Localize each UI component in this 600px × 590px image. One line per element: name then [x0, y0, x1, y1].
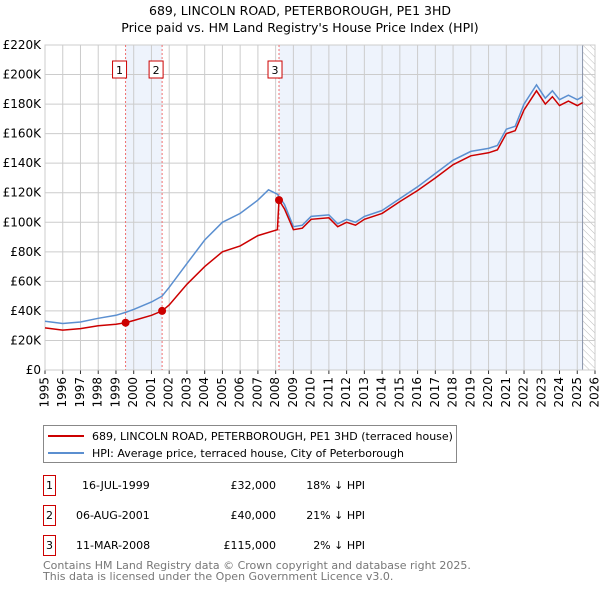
property-price-line — [44, 89, 583, 331]
sale-label: 3 — [272, 64, 279, 77]
x-tick-label: 2016 — [410, 377, 424, 408]
x-tick-label: 2002 — [162, 377, 176, 408]
x-tick-label: 2006 — [233, 377, 247, 408]
y-tick-label: £140K — [3, 156, 43, 170]
sale-price: £115,000 — [223, 539, 277, 552]
sale-point — [158, 306, 167, 315]
sale-point — [121, 318, 130, 327]
sale-price: £32,000 — [230, 479, 277, 492]
shaded-period — [125, 45, 163, 370]
x-tick-label: 2008 — [268, 377, 282, 408]
sale-label-box — [267, 60, 283, 79]
plot-border — [44, 44, 596, 371]
x-tick-label: 2011 — [321, 377, 335, 408]
x-tick-label: 2023 — [534, 377, 548, 408]
x-tick-label: 2003 — [179, 377, 193, 408]
x-tick-label: 2020 — [481, 377, 495, 408]
y-tick-label: £40K — [10, 304, 42, 318]
y-tick-label: £100K — [3, 215, 43, 229]
sale-hpi-diff: 2% ↓ HPI — [313, 539, 365, 552]
sale-date: 11-MAR-2008 — [76, 539, 151, 552]
sale-hpi-diff: 18% ↓ HPI — [306, 479, 365, 492]
y-tick-label: £200K — [3, 68, 43, 82]
chart-subtitle: Price paid vs. HM Land Registry's House … — [121, 20, 479, 35]
x-tick-label: 2021 — [499, 377, 513, 408]
x-tick-label: 2015 — [392, 377, 406, 408]
x-tick-label: 2000 — [126, 377, 140, 408]
x-tick-label: 2024 — [552, 377, 566, 408]
future-hatch — [582, 45, 595, 370]
y-tick-label: £60K — [10, 274, 42, 288]
x-tick-label: 2001 — [144, 377, 158, 408]
sale-marker-badge: 3 — [43, 535, 56, 556]
sale-label: 1 — [116, 64, 123, 77]
legend-swatch-red — [48, 435, 84, 437]
table-row: 1 16-JUL-1999 £32,000 18% ↓ HPI — [43, 475, 443, 497]
legend-label: 689, LINCOLN ROAD, PETERBOROUGH, PE1 3HD… — [92, 429, 453, 443]
footer-copyright: Contains HM Land Registry data © Crown c… — [43, 559, 471, 572]
y-tick-label: £160K — [3, 127, 43, 141]
hpi-line — [44, 83, 583, 325]
y-tick-label: £120K — [3, 186, 43, 200]
y-tick-label: £0 — [26, 363, 41, 377]
legend-swatch-blue — [48, 452, 84, 454]
table-row: 2 06-AUG-2001 £40,000 21% ↓ HPI — [43, 505, 443, 527]
table-row: 3 11-MAR-2008 £115,000 2% ↓ HPI — [43, 535, 443, 557]
legend-label: HPI: Average price, terraced house, City… — [92, 446, 404, 460]
legend: 689, LINCOLN ROAD, PETERBOROUGH, PE1 3HD… — [43, 425, 457, 463]
legend-item-hpi: HPI: Average price, terraced house, City… — [48, 445, 404, 461]
sale-date: 06-AUG-2001 — [76, 509, 150, 522]
x-tick-label: 1997 — [73, 377, 87, 408]
x-tick-label: 1996 — [55, 377, 69, 408]
x-tick-label: 2013 — [357, 377, 371, 408]
legend-item-property: 689, LINCOLN ROAD, PETERBOROUGH, PE1 3HD… — [48, 428, 453, 444]
x-tick-label: 2009 — [286, 377, 300, 408]
x-tick-label: 2018 — [446, 377, 460, 408]
y-tick-label: £20K — [10, 333, 42, 347]
price-chart: 1995 1996 1997 1998 1999 2000 2001 2002 2003 2004… — [3, 38, 600, 408]
x-tick-label: 2004 — [197, 377, 211, 408]
sale-point — [275, 196, 284, 205]
x-tick-label: 2014 — [375, 377, 389, 408]
chart-title: 689, LINCOLN ROAD, PETERBOROUGH, PE1 3HD — [149, 3, 451, 18]
sale-price: £40,000 — [230, 509, 277, 522]
y-tick-label: £180K — [3, 97, 43, 111]
x-tick-label: 2022 — [517, 377, 531, 408]
sale-label-box — [148, 60, 164, 79]
footer-licence: This data is licensed under the Open Gov… — [43, 570, 394, 583]
x-tick-label: 2005 — [215, 377, 229, 408]
x-tick-label: 1998 — [91, 377, 105, 408]
x-tick-label: 2025 — [570, 377, 584, 408]
sale-marker-badge: 1 — [43, 475, 56, 496]
sale-hpi-diff: 21% ↓ HPI — [306, 509, 365, 522]
x-tick-label: 1999 — [108, 377, 122, 408]
y-tick-label: £220K — [3, 38, 43, 52]
sale-date: 16-JUL-1999 — [82, 479, 150, 492]
y-tick-label: £80K — [10, 245, 42, 259]
sale-label: 2 — [153, 64, 160, 77]
x-tick-label: 2019 — [463, 377, 477, 408]
x-tick-label: 2017 — [428, 377, 442, 408]
sale-marker-badge: 2 — [43, 505, 56, 526]
x-tick-label: 1995 — [38, 377, 52, 408]
x-tick-label: 2007 — [250, 377, 264, 408]
x-tick-label: 2010 — [304, 377, 318, 408]
sale-label-box — [112, 60, 128, 79]
shaded-period — [279, 45, 583, 370]
x-tick-label: 2012 — [339, 377, 353, 408]
x-tick-label: 2026 — [588, 377, 600, 408]
